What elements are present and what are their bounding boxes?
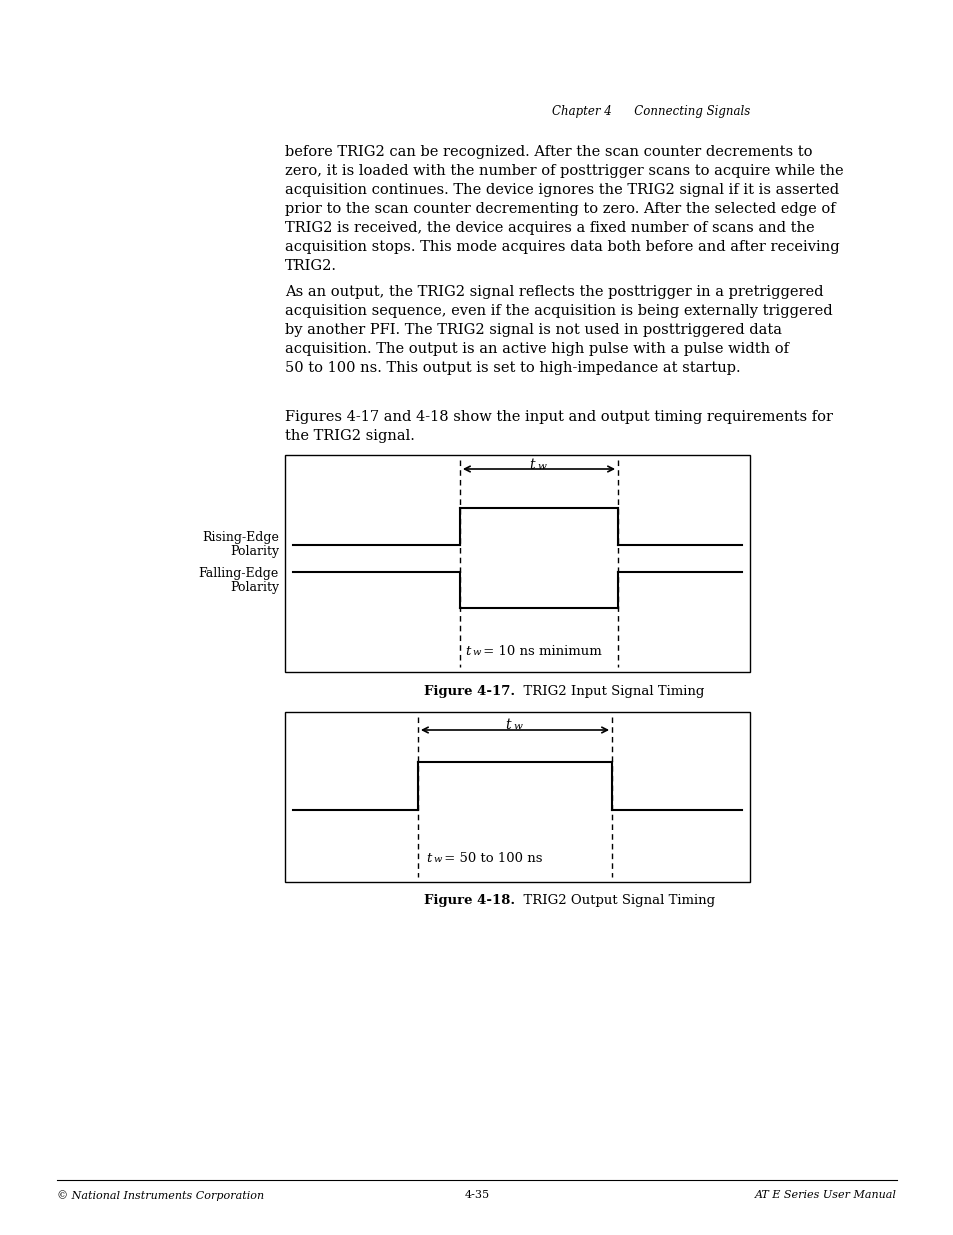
Text: w: w	[433, 855, 441, 864]
Text: TRIG2 Output Signal Timing: TRIG2 Output Signal Timing	[515, 894, 715, 906]
Text: Chapter 4      Connecting Signals: Chapter 4 Connecting Signals	[551, 105, 749, 119]
Text: © National Instruments Corporation: © National Instruments Corporation	[57, 1191, 264, 1200]
Text: prior to the scan counter decrementing to zero. After the selected edge of: prior to the scan counter decrementing t…	[285, 203, 835, 216]
Text: Polarity: Polarity	[230, 545, 278, 558]
Text: TRIG2 is received, the device acquires a fixed number of scans and the: TRIG2 is received, the device acquires a…	[285, 221, 814, 235]
Text: Figure 4-18.: Figure 4-18.	[424, 894, 515, 906]
Text: As an output, the TRIG2 signal reflects the posttrigger in a pretriggered: As an output, the TRIG2 signal reflects …	[285, 285, 822, 299]
Text: AT E Series User Manual: AT E Series User Manual	[755, 1191, 896, 1200]
Text: Falling-Edge: Falling-Edge	[198, 567, 278, 580]
Text: 4-35: 4-35	[464, 1191, 489, 1200]
Text: zero, it is loaded with the number of posttrigger scans to acquire while the: zero, it is loaded with the number of po…	[285, 164, 842, 178]
Text: TRIG2 Input Signal Timing: TRIG2 Input Signal Timing	[515, 685, 704, 698]
Text: w: w	[513, 722, 521, 731]
Bar	[285, 713, 749, 882]
Text: before TRIG2 can be recognized. After the scan counter decrements to: before TRIG2 can be recognized. After th…	[285, 144, 812, 159]
Text: = 50 to 100 ns: = 50 to 100 ns	[439, 852, 542, 864]
Text: = 10 ns minimum: = 10 ns minimum	[478, 645, 601, 658]
Text: Rising-Edge: Rising-Edge	[202, 531, 278, 543]
Text: TRIG2.: TRIG2.	[285, 259, 336, 273]
Text: w: w	[472, 648, 480, 657]
Text: acquisition. The output is an active high pulse with a pulse width of: acquisition. The output is an active hig…	[285, 342, 788, 356]
Text: t: t	[426, 852, 431, 864]
Text: the TRIG2 signal.: the TRIG2 signal.	[285, 429, 415, 443]
Text: acquisition continues. The device ignores the TRIG2 signal if it is asserted: acquisition continues. The device ignore…	[285, 183, 839, 198]
Text: Polarity: Polarity	[230, 580, 278, 594]
Text: Figure 4-17.: Figure 4-17.	[424, 685, 515, 698]
Text: t: t	[505, 718, 511, 732]
Bar	[285, 454, 749, 672]
Text: acquisition sequence, even if the acquisition is being externally triggered: acquisition sequence, even if the acquis…	[285, 304, 832, 317]
Text: w: w	[537, 462, 545, 471]
Text: t: t	[464, 645, 470, 658]
Text: Figures 4-17 and 4-18 show the input and output timing requirements for: Figures 4-17 and 4-18 show the input and…	[285, 410, 832, 424]
Text: t: t	[529, 458, 535, 472]
Text: 50 to 100 ns. This output is set to high-impedance at startup.: 50 to 100 ns. This output is set to high…	[285, 361, 740, 375]
Text: acquisition stops. This mode acquires data both before and after receiving: acquisition stops. This mode acquires da…	[285, 240, 839, 254]
Text: by another PFI. The TRIG2 signal is not used in posttriggered data: by another PFI. The TRIG2 signal is not …	[285, 324, 781, 337]
